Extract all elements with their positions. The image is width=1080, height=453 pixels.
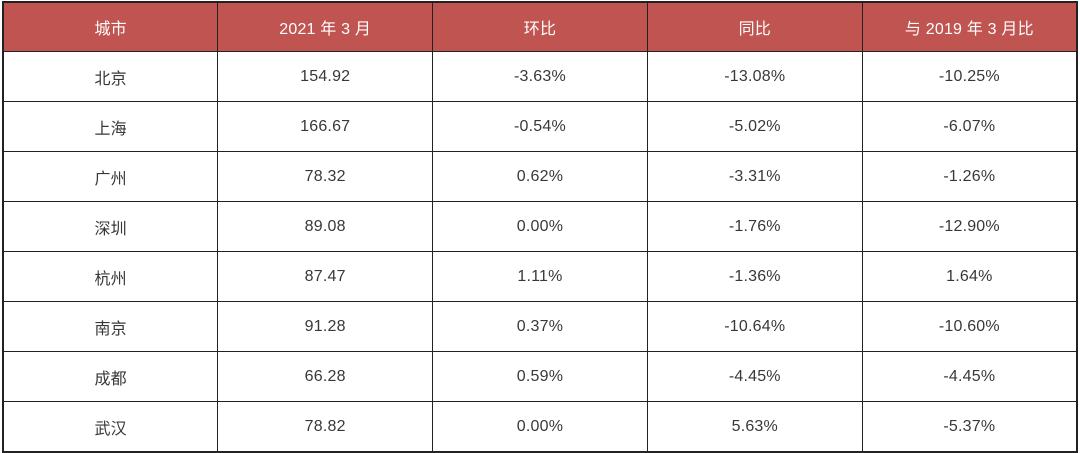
cell-mom: -0.54% [432,101,648,152]
cell-city: 深圳 [2,201,219,252]
cell-value: 154.92 [217,51,434,102]
cell-vs2019: -6.07% [861,101,1078,152]
cell-vs2019: -4.45% [861,351,1078,402]
header-yoy: 同比 [646,1,863,52]
table-row-shenzhen: 深圳 89.08 0.00% -1.76% -12.90% [2,201,1078,252]
cell-vs2019: -12.90% [861,201,1078,252]
cell-yoy: -1.36% [646,251,863,302]
cell-vs2019: -10.25% [861,51,1078,102]
cell-city: 上海 [2,101,219,152]
cell-value: 78.82 [217,401,434,453]
cell-vs2019: -10.60% [861,301,1078,352]
cell-city: 杭州 [2,251,219,302]
cell-yoy: 5.63% [646,401,863,453]
table-row-nanjing: 南京 91.28 0.37% -10.64% -10.60% [2,301,1078,352]
table-row-hangzhou: 杭州 87.47 1.11% -1.36% 1.64% [2,251,1078,302]
table-row-guangzhou: 广州 78.32 0.62% -3.31% -1.26% [2,151,1078,202]
cell-city: 成都 [2,351,219,402]
cell-mom: 0.00% [432,201,648,252]
header-vs-2019-march: 与 2019 年 3 月比 [861,1,1078,52]
header-2021-march: 2021 年 3 月 [217,1,434,52]
cell-yoy: -1.76% [646,201,863,252]
cell-value: 91.28 [217,301,434,352]
cell-mom: 0.37% [432,301,648,352]
cell-value: 89.08 [217,201,434,252]
cell-city: 南京 [2,301,219,352]
cell-mom: 0.59% [432,351,648,402]
table-row-beijing: 北京 154.92 -3.63% -13.08% -10.25% [2,51,1078,102]
cell-vs2019: -5.37% [861,401,1078,453]
cell-mom: 1.11% [432,251,648,302]
cell-yoy: -3.31% [646,151,863,202]
cell-city: 武汉 [2,401,219,453]
cell-city: 广州 [2,151,219,202]
cell-value: 66.28 [217,351,434,402]
header-city: 城市 [2,1,219,52]
cell-value: 78.32 [217,151,434,202]
cell-value: 166.67 [217,101,434,152]
cell-mom: 0.00% [432,401,648,453]
cell-city: 北京 [2,51,219,102]
table-row-chengdu: 成都 66.28 0.59% -4.45% -4.45% [2,351,1078,402]
cell-mom: -3.63% [432,51,648,102]
table-row-shanghai: 上海 166.67 -0.54% -5.02% -6.07% [2,101,1078,152]
cell-mom: 0.62% [432,151,648,202]
table-row-wuhan: 武汉 78.82 0.00% 5.63% -5.37% [2,401,1078,453]
cell-yoy: -13.08% [646,51,863,102]
cell-yoy: -10.64% [646,301,863,352]
header-mom: 环比 [432,1,648,52]
cell-value: 87.47 [217,251,434,302]
cell-yoy: -5.02% [646,101,863,152]
cell-vs2019: 1.64% [861,251,1078,302]
cell-vs2019: -1.26% [861,151,1078,202]
header-row: 城市 2021 年 3 月 环比 同比 与 2019 年 3 月比 [2,1,1078,52]
cell-yoy: -4.45% [646,351,863,402]
